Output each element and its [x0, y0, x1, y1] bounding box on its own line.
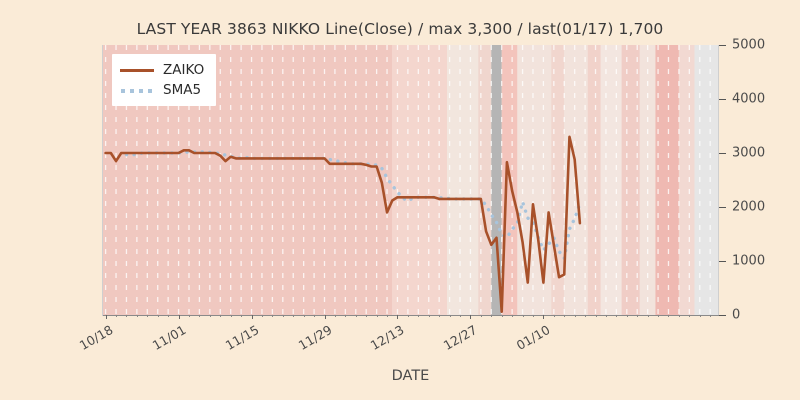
x-minor-tick: [199, 315, 201, 317]
x-minor-tick: [157, 315, 159, 317]
x-minor-tick: [293, 315, 295, 317]
legend-item-sma5[interactable]: SMA5: [120, 80, 204, 100]
x-minor-tick: [605, 315, 607, 317]
x-minor-tick: [647, 315, 649, 317]
x-minor-tick: [428, 315, 430, 317]
x-minor-tick: [116, 315, 118, 317]
x-minor-tick: [553, 315, 555, 317]
x-tick-label: 11/15: [222, 322, 262, 354]
series-line-zaiko: [104, 135, 582, 314]
axis-spine-left: [102, 45, 103, 316]
x-tick-label: 10/18: [76, 322, 116, 354]
x-minor-tick: [678, 315, 680, 317]
chart-legend: ZAIKO SMA5: [112, 54, 217, 106]
x-minor-tick: [147, 315, 149, 317]
y-tick-mark: [719, 315, 726, 316]
legend-item-zaiko[interactable]: ZAIKO: [120, 60, 204, 80]
x-minor-tick: [574, 315, 576, 317]
x-minor-tick: [522, 315, 524, 317]
y-tick-label: 5000: [732, 37, 766, 53]
x-minor-tick: [303, 315, 305, 317]
x-minor-tick: [637, 315, 639, 317]
x-tick-label: 01/10: [514, 322, 553, 354]
x-tick-mark: [543, 315, 545, 319]
legend-swatch-dotted-icon: [120, 83, 154, 97]
y-tick-mark: [719, 153, 726, 154]
y-tick-mark: [719, 261, 726, 262]
x-minor-tick: [491, 315, 493, 317]
y-tick-label: 0: [732, 307, 741, 323]
y-tick-mark: [719, 45, 726, 46]
y-tick-mark: [719, 99, 726, 100]
axis-spine-bottom: [103, 315, 719, 316]
x-minor-tick: [241, 315, 243, 317]
x-minor-tick: [480, 315, 482, 317]
x-tick-label: 11/29: [295, 322, 334, 354]
x-minor-tick: [710, 315, 712, 317]
x-minor-tick: [387, 315, 389, 317]
x-minor-tick: [272, 315, 274, 317]
x-minor-tick: [188, 315, 190, 317]
x-minor-tick: [136, 315, 138, 317]
plot-area: [103, 45, 718, 315]
x-minor-tick: [126, 315, 128, 317]
x-axis-label: DATE: [391, 368, 430, 384]
x-minor-tick: [355, 315, 357, 317]
x-minor-tick: [689, 315, 691, 317]
x-tick-label: 12/27: [441, 322, 480, 354]
x-tick-mark: [470, 315, 472, 319]
legend-swatch-solid-icon: [120, 63, 154, 77]
vertical-gridlines: [104, 45, 711, 315]
y-tick-label: 1000: [732, 253, 766, 269]
x-minor-tick: [366, 315, 368, 317]
legend-label-sma5: SMA5: [163, 82, 202, 98]
x-minor-tick: [460, 315, 461, 317]
x-tick-mark: [251, 315, 253, 319]
axis-spine-right: [718, 45, 719, 316]
x-minor-tick: [209, 315, 211, 317]
x-tick-mark: [324, 315, 326, 319]
y-tick-label: 4000: [732, 91, 766, 107]
legend-label-zaiko: ZAIKO: [163, 62, 205, 78]
x-minor-tick: [376, 315, 378, 317]
x-minor-tick: [345, 315, 347, 317]
background-bands: [103, 45, 718, 315]
x-minor-tick: [449, 315, 451, 317]
x-minor-tick: [595, 315, 597, 317]
x-tick-mark: [105, 315, 107, 319]
chart-title: LAST YEAR 3863 NIKKO Line(Close) / max 3…: [136, 20, 664, 38]
x-minor-tick: [418, 315, 420, 317]
x-minor-tick: [616, 315, 618, 317]
plot-svg: [103, 45, 718, 315]
x-minor-tick: [532, 315, 534, 317]
x-minor-tick: [658, 315, 660, 317]
x-tick-mark: [178, 315, 180, 319]
x-minor-tick: [261, 315, 263, 317]
x-minor-tick: [407, 315, 409, 317]
x-tick-label: 12/13: [368, 322, 407, 354]
x-minor-tick: [626, 315, 628, 317]
x-minor-tick: [585, 315, 587, 317]
x-minor-tick: [314, 315, 316, 317]
x-minor-tick: [668, 315, 670, 317]
x-minor-tick: [512, 315, 514, 317]
x-minor-tick: [230, 315, 232, 317]
y-tick-label: 2000: [732, 199, 766, 215]
x-minor-tick: [168, 315, 170, 317]
x-minor-tick: [220, 315, 222, 317]
x-minor-tick: [699, 315, 701, 317]
y-tick-mark: [719, 207, 726, 208]
y-tick-label: 3000: [732, 145, 766, 161]
x-tick-label: 11/01: [149, 322, 189, 354]
x-minor-tick: [282, 315, 284, 317]
x-minor-tick: [439, 315, 441, 317]
x-minor-tick: [564, 315, 566, 317]
x-minor-tick: [501, 315, 503, 317]
x-tick-mark: [397, 315, 399, 319]
x-minor-tick: [334, 315, 336, 317]
